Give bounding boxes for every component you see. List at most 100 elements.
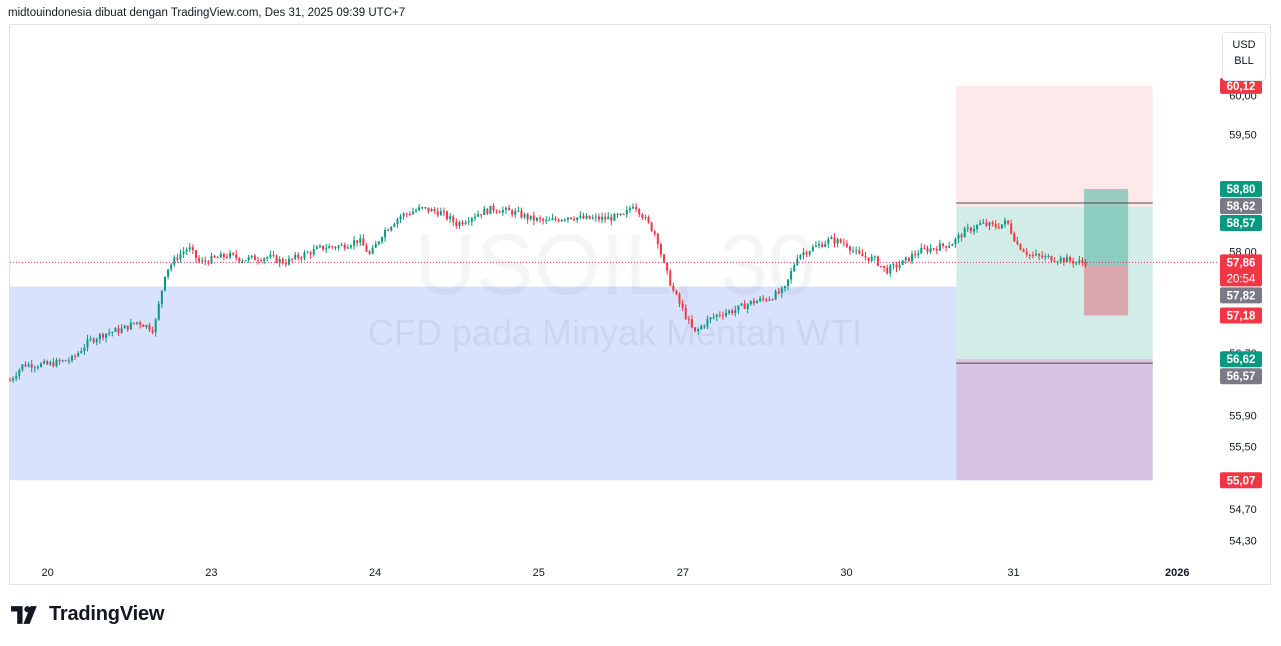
price-label: 58,57 — [1227, 218, 1256, 230]
candle-body — [523, 214, 526, 218]
candle-body — [250, 255, 253, 258]
candle-body — [399, 216, 402, 220]
x-tick-label: 27 — [677, 567, 689, 579]
candle-body — [424, 207, 427, 209]
candle-body — [985, 222, 988, 226]
candle-body — [430, 209, 433, 212]
candle-body — [504, 207, 507, 210]
candle-body — [625, 209, 628, 215]
x-tick-label: 31 — [1007, 567, 1019, 579]
tradingview-brand[interactable]: TradingView — [11, 603, 164, 626]
candle-body — [678, 294, 681, 304]
candle-body — [945, 245, 948, 248]
candle-body — [278, 259, 281, 263]
candle-body — [960, 235, 963, 238]
candle-body — [684, 307, 687, 319]
price-labels: 60,12 58,80 58,62 58,57 57,86 20:54 57,82 57,18… — [1220, 77, 1262, 489]
candle-body — [517, 210, 520, 212]
price-label: 57,18 — [1227, 310, 1256, 322]
candle-body — [343, 244, 346, 249]
candle-body — [256, 260, 259, 262]
candle-body — [554, 218, 557, 220]
candle-body — [898, 264, 901, 268]
candle-body — [833, 237, 836, 244]
candle-body — [117, 328, 120, 333]
candle-body — [458, 222, 461, 227]
candle-body — [120, 328, 123, 333]
candle-body — [1065, 257, 1068, 263]
x-tick-label: 23 — [205, 567, 217, 579]
candle-body — [721, 315, 724, 317]
candle-body — [1034, 253, 1037, 256]
candle-body — [12, 378, 15, 381]
candle-body — [852, 250, 855, 252]
candle-body — [368, 251, 371, 254]
candle-body — [480, 214, 483, 216]
candle-body — [328, 246, 331, 249]
unit-selector[interactable]: USD BLL — [1222, 32, 1266, 81]
candle-body — [923, 247, 926, 249]
candle-body — [492, 205, 495, 211]
candle-body — [374, 244, 377, 248]
candle-body — [337, 245, 340, 248]
candle-body — [297, 254, 300, 258]
candle-body — [938, 243, 941, 251]
price-label: 56,57 — [1227, 371, 1256, 383]
candle-body — [306, 252, 309, 254]
candle-body — [126, 325, 129, 330]
candle-body — [774, 291, 777, 300]
candle-body — [182, 251, 185, 254]
candle-body — [759, 298, 762, 302]
candle-body — [303, 252, 306, 259]
candle-body — [718, 314, 721, 316]
candle-body — [421, 207, 424, 209]
candle-body — [114, 328, 117, 332]
candle-body — [402, 213, 405, 217]
candle-body — [914, 254, 917, 256]
price-label-box — [1220, 180, 1262, 197]
candle-body — [300, 257, 303, 259]
candle-body — [703, 325, 706, 327]
candle-body — [33, 367, 36, 369]
candle-body — [907, 257, 910, 262]
candle-body — [238, 257, 241, 262]
candle-body — [576, 217, 579, 221]
candle-body — [108, 332, 111, 334]
candle-body — [545, 219, 548, 221]
candle-body — [768, 299, 771, 301]
candle-body — [98, 334, 101, 340]
candle-body — [77, 353, 80, 357]
candle-body — [281, 259, 284, 264]
candle-body — [411, 211, 414, 215]
candle-body — [982, 222, 985, 224]
candle-body — [514, 210, 517, 215]
candle-body — [111, 331, 114, 333]
candle-body — [36, 366, 39, 368]
candle-body — [539, 218, 542, 220]
candle-body — [501, 209, 504, 213]
price-label: 60,12 — [1227, 81, 1256, 93]
candle-body — [219, 253, 222, 258]
candle-body — [349, 245, 352, 248]
candle-body — [892, 264, 895, 266]
candle-body — [715, 314, 718, 318]
candle-body — [867, 257, 870, 261]
candle-body — [799, 255, 802, 259]
candle-body — [752, 300, 755, 304]
candle-body — [1078, 260, 1081, 262]
candle-body — [18, 369, 21, 376]
tradingview-logo-icon — [11, 605, 37, 624]
candle-body — [294, 254, 297, 259]
candle-body — [477, 214, 480, 217]
candle-body — [743, 303, 746, 309]
candle-body — [132, 322, 135, 324]
candle-body — [70, 356, 73, 361]
candle-body — [163, 276, 166, 291]
candle-body — [452, 216, 455, 223]
candle-body — [746, 304, 749, 309]
candle-body — [334, 247, 337, 249]
candle-body — [582, 215, 585, 219]
candle-body — [235, 254, 238, 258]
price-label: 57,86 — [1227, 257, 1256, 269]
